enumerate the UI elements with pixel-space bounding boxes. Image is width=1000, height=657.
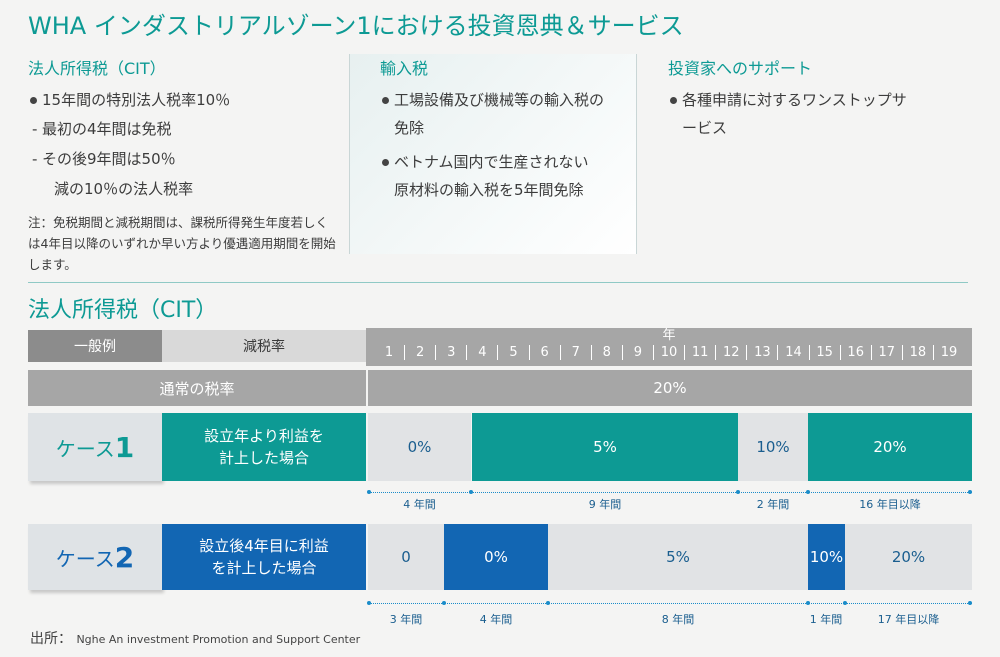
support-bullet1: 各種申請に対するワンストップサービス	[668, 86, 913, 142]
header-reduction: 減税率	[162, 330, 366, 362]
case1-desc: 設立年より利益を 計上した場合	[162, 413, 366, 481]
source-note: 出所： Nghe An investment Promotion and Sup…	[30, 628, 360, 648]
case2-tick	[546, 601, 550, 605]
case2-seg-0: 0	[368, 524, 444, 590]
import-bullet2: ベトナム国内で生産されない原材料の輸入税を5年間免除	[380, 148, 590, 204]
import-column: 輸入税 工場設備及び機械等の輸入税の免除 ベトナム国内で生産されない原材料の輸入…	[349, 54, 637, 254]
case1-dur-3: 16 年目以降	[859, 498, 921, 511]
case2-tick	[843, 601, 847, 605]
case2-dur-1: 4 年間	[479, 613, 513, 626]
case2-desc-line2: を計上した場合	[211, 559, 317, 577]
case1-seg-0: 0%	[368, 413, 471, 481]
case2-seg-1: 0%	[444, 524, 548, 590]
case1-tick	[367, 490, 371, 494]
year-cell: 18	[903, 345, 934, 360]
case1-tick	[968, 490, 972, 494]
case1-label: ケース 1	[28, 413, 162, 481]
cit-column: 法人所得税（CIT） 15年間の特別法人税率10％ - 最初の4年間は免税 - その…	[28, 58, 346, 275]
year-cell: 16	[841, 345, 872, 360]
header-years: 年 1 2 3 4 5 6 7 8 9 10 11 12 13 14 15 16 17 18 19	[366, 328, 972, 366]
case2-seg-2: 5%	[548, 524, 808, 590]
year-cell: 14	[778, 345, 810, 360]
header-general: 一般例	[28, 330, 162, 362]
case1-seg-1: 5%	[472, 413, 738, 481]
case2-seg-3: 10%	[808, 524, 845, 590]
year-cell: 7	[561, 345, 592, 360]
cit-table-title: 法人所得税（CIT）	[28, 298, 218, 323]
year-cell: 11	[685, 345, 717, 360]
import-heading: 輸入税	[380, 59, 429, 78]
cit-sub2: - その後9年間は50％	[32, 150, 176, 168]
cit-bullet: 15年間の特別法人税率10％	[28, 86, 346, 114]
section-divider	[28, 282, 968, 283]
cit-sub1-text: 最初の4年間は免税	[42, 120, 172, 138]
page-title: WHA インダストリアルゾーン1における投資恩典＆サービス	[28, 12, 684, 40]
case1-seg-2: 10%	[738, 413, 808, 481]
case2-prefix: ケース	[55, 546, 115, 571]
case1-prefix: ケース	[55, 436, 115, 461]
source-label: 出所：	[30, 631, 72, 647]
header-year-label: 年	[662, 328, 676, 343]
year-row: 1 2 3 4 5 6 7 8 9 10 11 12 13 14 15 16 17 18 19	[374, 345, 964, 360]
year-cell: 4	[467, 345, 499, 360]
case2-duration-line	[369, 603, 972, 604]
case1-dur-1: 9 年間	[588, 498, 622, 511]
case2-tick	[367, 601, 371, 605]
case2-tick	[442, 601, 446, 605]
case1-tick	[736, 490, 740, 494]
import-bullet1: 工場設備及び機械等の輸入税の免除	[380, 86, 610, 142]
case2-dur-0: 3 年間	[389, 613, 423, 626]
case2-num: 2	[114, 540, 135, 574]
case2-tick	[806, 601, 810, 605]
case1-tick	[469, 490, 473, 494]
normal-rate-label: 通常の税率	[28, 370, 366, 406]
cit-heading: 法人所得税（CIT）	[28, 59, 166, 78]
case1-num: 1	[114, 430, 135, 464]
cit-note: 注：免税期間と減税期間は、課税所得発生年度若しくは4年目以降のいずれか早い方より…	[28, 215, 336, 272]
case2-desc-line1: 設立後4年目に利益	[199, 537, 329, 555]
year-cell: 12	[716, 345, 748, 360]
support-column: 投資家へのサポート 各種申請に対するワンストップサービス	[668, 58, 968, 142]
case2-dur-4: 17 年目以降	[877, 613, 940, 626]
year-cell: 17	[872, 345, 903, 360]
case1-desc-line1: 設立年より利益を	[204, 427, 324, 445]
case2-tick	[968, 601, 972, 605]
year-cell: 9	[623, 345, 654, 360]
normal-rate-value: 20%	[368, 370, 972, 406]
case2-seg-4: 20%	[845, 524, 972, 590]
year-cell: 10	[654, 345, 686, 360]
case2-dur-3: 1 年間	[809, 613, 843, 626]
case1-dur-2: 2 年間	[756, 498, 790, 511]
case2-dur-2: 8 年間	[661, 613, 695, 626]
cit-sub2-cont: 減の10％の法人税率	[54, 180, 194, 198]
case1-seg-3: 20%	[808, 413, 972, 481]
year-cell: 1	[374, 345, 406, 360]
cit-sub1: - 最初の4年間は免税	[32, 120, 172, 138]
cit-sub2-text: その後9年間は50％	[42, 150, 176, 168]
support-heading: 投資家へのサポート	[668, 59, 813, 78]
year-cell: 15	[810, 345, 841, 360]
case1-desc-line2: 計上した場合	[218, 449, 309, 467]
year-cell: 8	[592, 345, 623, 360]
year-cell: 6	[530, 345, 561, 360]
source-text: Nghe An investment Promotion and Support…	[76, 633, 361, 646]
case1-dur-0: 4 年間	[403, 498, 436, 511]
year-cell: 13	[747, 345, 779, 360]
year-cell: 3	[436, 345, 468, 360]
year-cell: 19	[940, 345, 958, 360]
year-cell: 5	[498, 345, 530, 360]
year-cell: 2	[405, 345, 437, 360]
case2-label: ケース 2	[28, 524, 162, 590]
case1-tick	[806, 490, 810, 494]
case2-desc: 設立後4年目に利益 を計上した場合	[162, 524, 366, 590]
case1-duration-line	[369, 492, 972, 493]
